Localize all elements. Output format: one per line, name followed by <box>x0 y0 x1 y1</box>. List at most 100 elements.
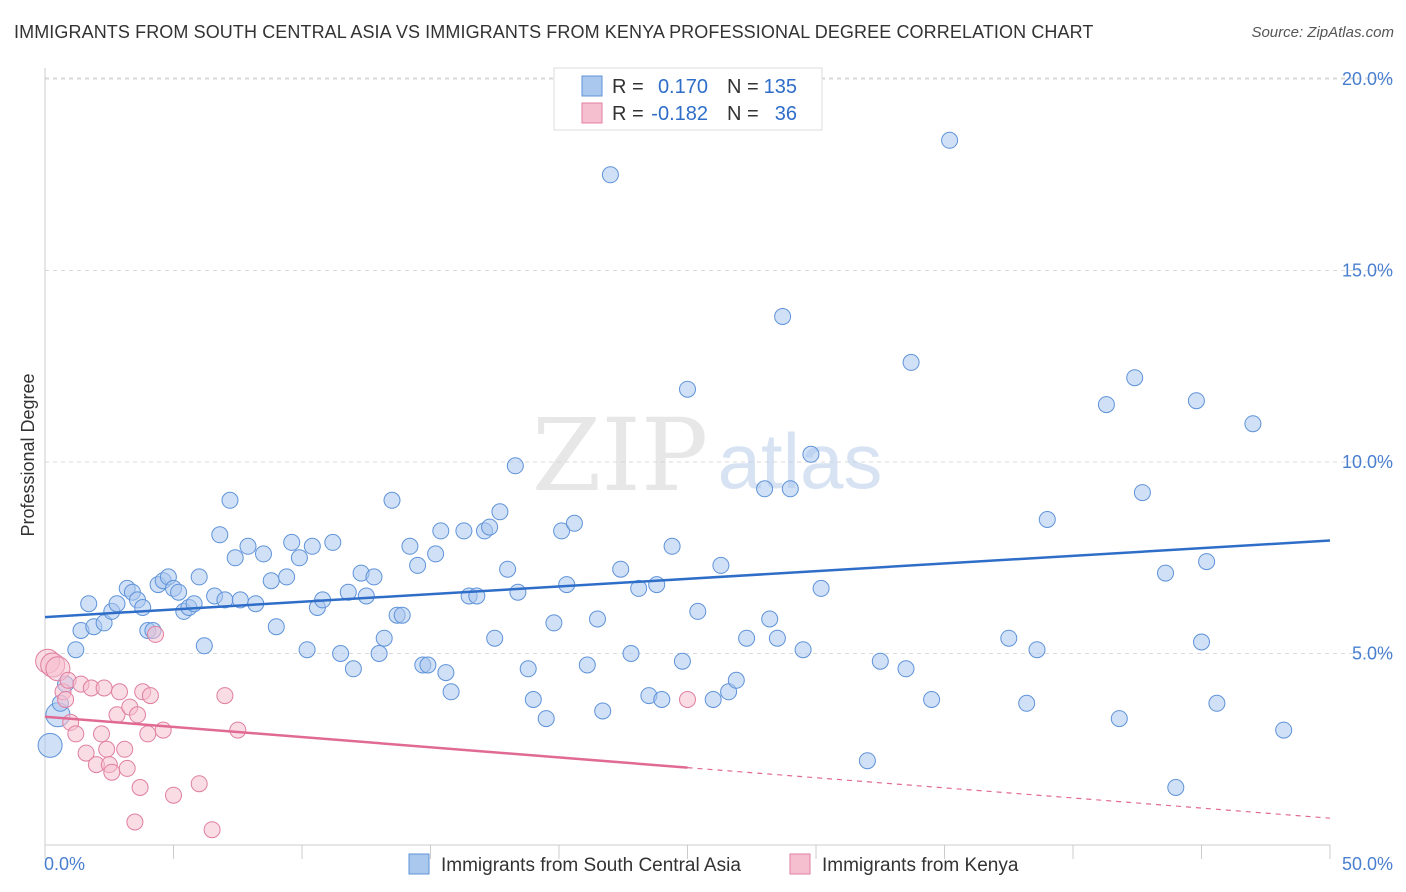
data-point <box>941 131 959 149</box>
data-point <box>67 641 85 659</box>
data-point <box>902 353 920 371</box>
data-point <box>332 645 350 662</box>
data-point <box>126 813 144 831</box>
data-point <box>1018 694 1036 712</box>
data-point <box>812 579 830 597</box>
data-point <box>95 679 113 697</box>
bottom-legend-swatch-pink <box>789 853 811 875</box>
data-point <box>491 503 509 521</box>
data-point <box>506 457 524 475</box>
data-point <box>344 660 362 678</box>
data-point <box>147 625 164 643</box>
watermark-zip: ZIP <box>532 397 708 514</box>
data-point <box>781 480 799 498</box>
data-point <box>283 533 301 551</box>
legend-swatch-blue <box>581 75 603 97</box>
series-kenya <box>35 625 696 839</box>
data-point <box>226 549 244 567</box>
watermark: ZIP atlas <box>532 397 883 514</box>
legend-n-label: N = <box>727 76 759 98</box>
x-tick-labels: 0.0% 50.0% <box>44 854 1393 874</box>
data-point <box>267 618 285 636</box>
series-south-central-asia <box>37 131 1293 796</box>
data-point <box>712 556 730 574</box>
data-point <box>111 683 128 701</box>
data-point <box>1028 641 1046 659</box>
x-tick-label: 0.0% <box>44 854 85 874</box>
data-point <box>118 759 136 777</box>
data-point <box>324 533 342 551</box>
data-point <box>262 572 280 590</box>
data-point <box>1157 564 1174 582</box>
data-point <box>727 671 745 689</box>
data-point <box>630 579 648 597</box>
data-point <box>290 549 308 567</box>
data-point <box>203 821 221 839</box>
data-point <box>858 752 876 770</box>
data-point <box>897 660 915 678</box>
data-point <box>612 560 630 578</box>
data-point <box>673 652 691 670</box>
data-point <box>1193 633 1210 651</box>
data-point <box>1275 721 1293 739</box>
data-point <box>923 691 941 708</box>
data-point <box>802 445 820 463</box>
legend-n-value: 135 <box>764 76 797 98</box>
legend-n-label: N = <box>727 103 759 125</box>
bottom-legend-swatch-blue <box>408 853 430 875</box>
data-point <box>432 522 450 540</box>
data-point <box>594 702 612 720</box>
data-point <box>57 691 75 708</box>
data-point <box>170 583 188 601</box>
data-point <box>442 683 460 701</box>
data-point <box>239 537 257 555</box>
data-point <box>653 691 671 708</box>
data-point <box>98 740 116 758</box>
data-point <box>357 587 375 605</box>
data-point <box>1187 392 1205 410</box>
data-point <box>509 583 527 601</box>
data-point <box>190 568 208 586</box>
data-point <box>37 732 63 758</box>
legend-r-value: 0.170 <box>658 76 708 98</box>
y-tick-label: 10.0% <box>1342 452 1393 472</box>
data-point <box>553 522 571 540</box>
data-point <box>622 645 640 662</box>
data-point <box>768 629 786 647</box>
data-point <box>134 599 152 616</box>
series-legend: Immigrants from South Central Asia Immig… <box>408 853 1019 876</box>
data-point <box>1167 779 1185 796</box>
data-point <box>589 610 606 628</box>
data-point <box>139 725 157 743</box>
data-point <box>129 706 146 724</box>
chart-title: IMMIGRANTS FROM SOUTH CENTRAL ASIA VS IM… <box>14 22 1094 42</box>
data-point <box>401 537 419 555</box>
data-point <box>211 526 229 544</box>
y-tick-label: 15.0% <box>1342 261 1393 281</box>
trend-lines <box>44 539 1331 819</box>
data-point <box>871 652 889 670</box>
data-point <box>761 610 779 628</box>
data-point <box>486 629 504 647</box>
data-point <box>578 656 596 674</box>
legend-r-label: R = <box>612 76 644 98</box>
data-point <box>427 545 445 563</box>
correlation-legend: R = 0.170 N = 135 R = -0.182 N = 36 <box>553 67 823 131</box>
data-point <box>103 763 121 781</box>
data-point <box>689 602 707 620</box>
source-label: Source: ZipAtlas.com <box>1251 24 1394 41</box>
data-point <box>165 786 182 804</box>
data-point <box>519 660 537 678</box>
data-point <box>116 740 134 758</box>
data-point <box>216 687 234 705</box>
data-point <box>93 725 110 743</box>
data-point <box>1126 369 1144 387</box>
y-axis-title: Professional Degree <box>18 373 38 536</box>
legend-n-value: 36 <box>775 103 797 125</box>
data-point <box>537 710 555 728</box>
data-point <box>663 537 681 555</box>
data-point <box>1110 710 1128 728</box>
trend-line-pink <box>44 715 688 769</box>
data-point <box>1133 484 1151 502</box>
data-point <box>524 691 542 708</box>
